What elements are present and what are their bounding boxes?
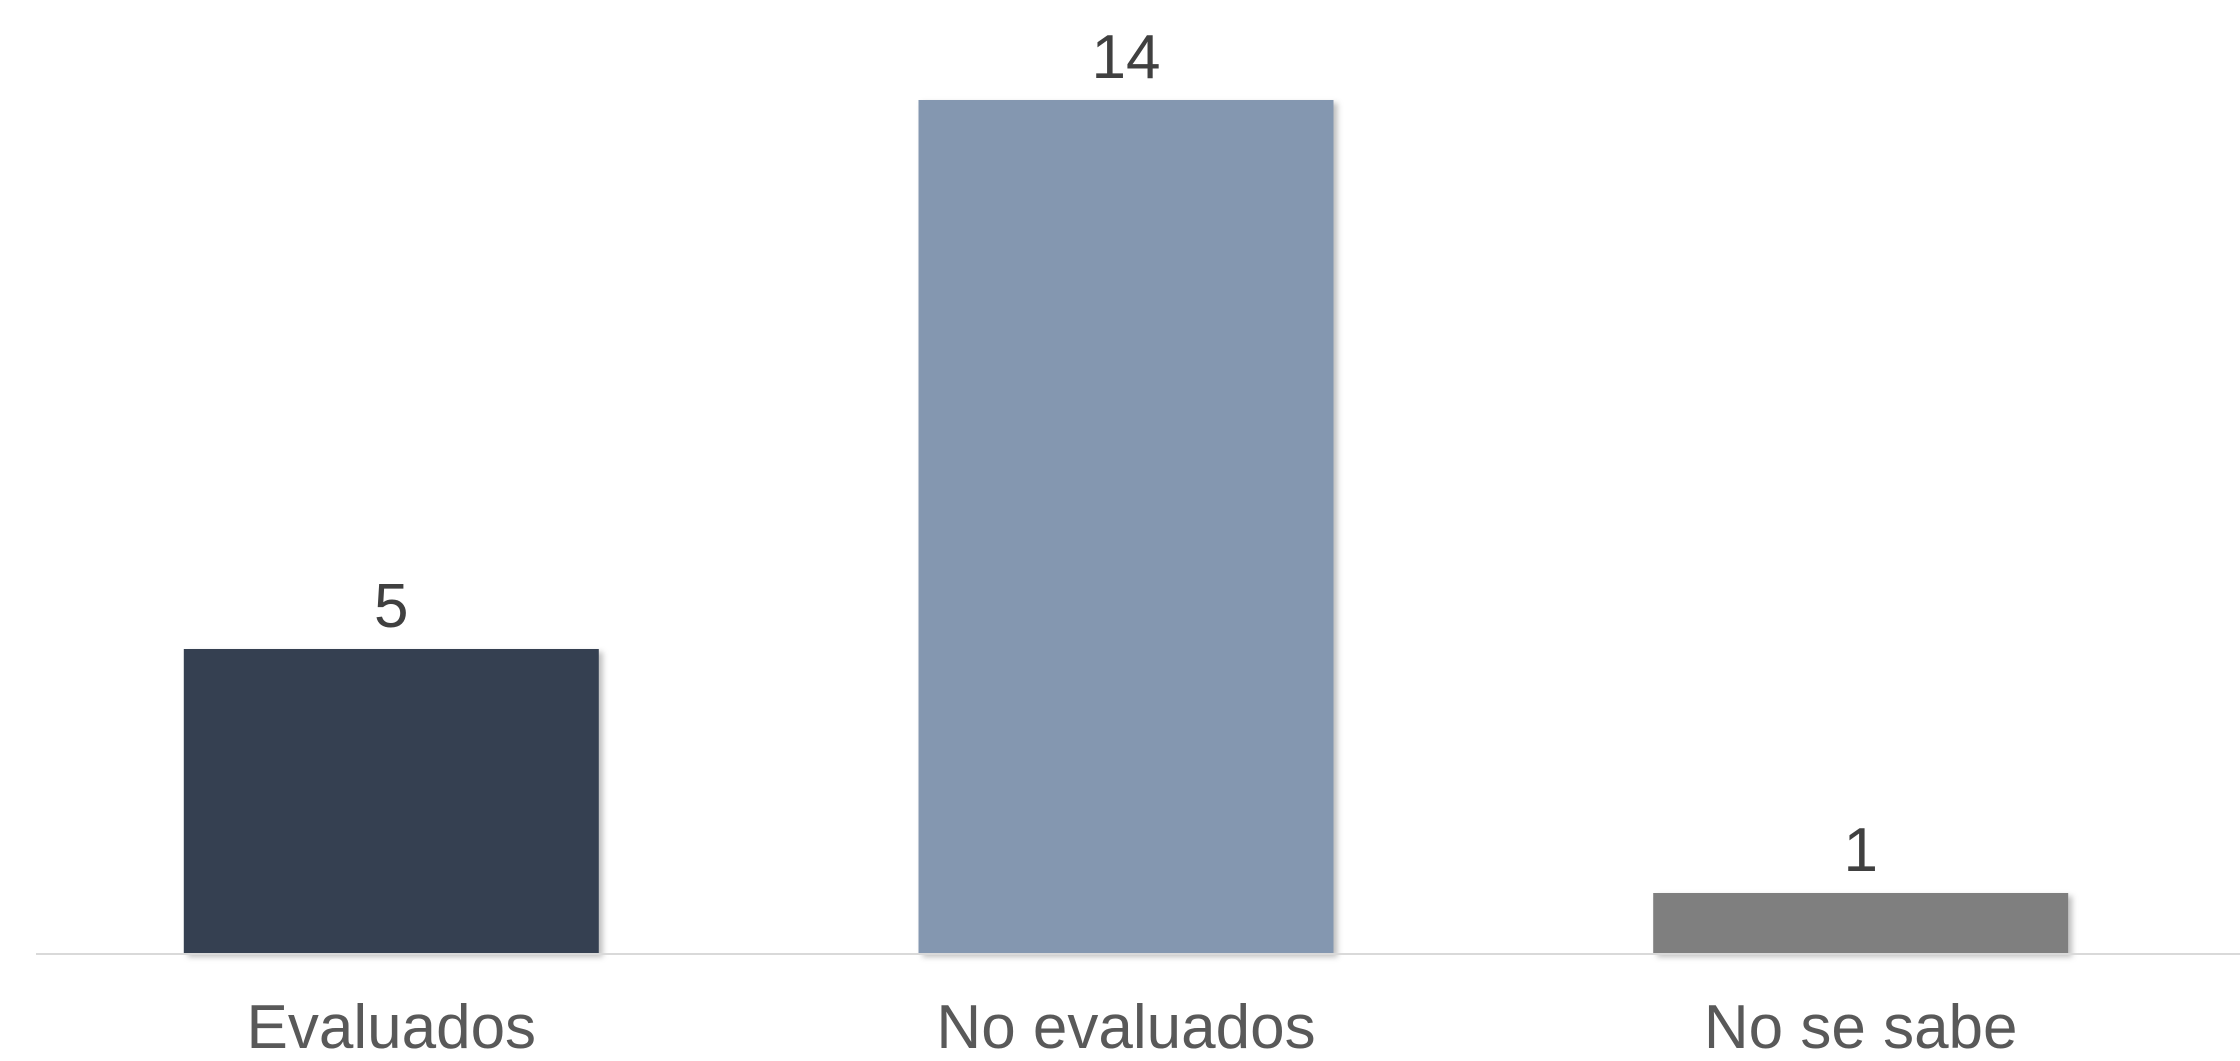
bar-2	[918, 100, 1334, 954]
bars-group	[183, 100, 2069, 954]
bar-1	[183, 649, 599, 954]
data-label-3: 1	[1843, 816, 1877, 885]
data-label-2: 14	[1092, 23, 1161, 92]
bar-3	[1653, 893, 2069, 954]
category-label-3: No se sabe	[1704, 993, 2018, 1056]
category-label-2: No evaluados	[936, 993, 1315, 1056]
labels-group: 5 Evaluados 14 No evaluados 1 No se sabe	[247, 23, 2018, 1061]
category-label-1: Evaluados	[247, 993, 537, 1056]
data-label-1: 5	[374, 572, 408, 641]
